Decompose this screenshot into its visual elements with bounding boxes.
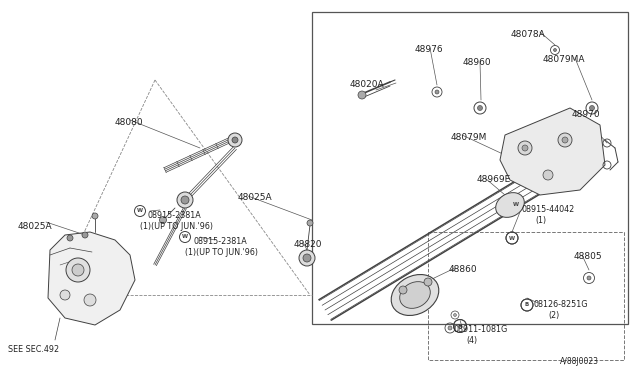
Circle shape <box>177 192 193 208</box>
Text: W: W <box>137 208 143 214</box>
Circle shape <box>72 264 84 276</box>
Circle shape <box>399 286 407 294</box>
Text: 08915-2381A: 08915-2381A <box>193 237 247 246</box>
Text: 48820: 48820 <box>294 240 323 249</box>
Text: 08911-1081G: 08911-1081G <box>453 325 508 334</box>
Circle shape <box>358 91 366 99</box>
Circle shape <box>307 220 313 226</box>
Text: (2): (2) <box>548 311 559 320</box>
Ellipse shape <box>400 282 430 308</box>
Text: W: W <box>182 234 188 240</box>
Text: A/88J0023: A/88J0023 <box>560 357 599 366</box>
Circle shape <box>66 258 90 282</box>
Circle shape <box>448 326 452 330</box>
Circle shape <box>454 314 456 317</box>
Circle shape <box>522 145 528 151</box>
Circle shape <box>84 294 96 306</box>
Circle shape <box>181 196 189 204</box>
Text: SEE SEC.492: SEE SEC.492 <box>8 345 59 354</box>
Circle shape <box>299 250 315 266</box>
Text: N: N <box>458 324 462 328</box>
Text: (1)(UP TO JUN.'96): (1)(UP TO JUN.'96) <box>140 222 213 231</box>
Circle shape <box>587 276 591 280</box>
Text: (1)(UP TO JUN.'96): (1)(UP TO JUN.'96) <box>185 248 258 257</box>
Ellipse shape <box>496 193 524 217</box>
Circle shape <box>558 133 572 147</box>
Circle shape <box>543 170 553 180</box>
Text: W: W <box>509 235 515 241</box>
Circle shape <box>60 290 70 300</box>
Text: 08915-2381A: 08915-2381A <box>148 211 202 220</box>
Polygon shape <box>48 232 135 325</box>
Circle shape <box>589 106 595 110</box>
Text: 48025A: 48025A <box>238 193 273 202</box>
Bar <box>312 12 628 324</box>
Text: W: W <box>513 202 519 208</box>
Text: 48079MA: 48079MA <box>543 55 586 64</box>
Text: 48078A: 48078A <box>511 30 546 39</box>
Text: 48860: 48860 <box>449 265 477 274</box>
Circle shape <box>518 141 532 155</box>
Polygon shape <box>500 108 605 195</box>
Text: 08915-44042: 08915-44042 <box>521 205 574 214</box>
Ellipse shape <box>391 275 439 315</box>
Text: 48960: 48960 <box>463 58 492 67</box>
Circle shape <box>159 217 166 224</box>
Circle shape <box>435 90 439 94</box>
Circle shape <box>92 213 98 219</box>
Text: 48080: 48080 <box>115 118 143 127</box>
Text: B: B <box>525 302 529 308</box>
Circle shape <box>82 232 88 238</box>
Circle shape <box>67 235 73 241</box>
Text: 08126-8251G: 08126-8251G <box>534 300 589 309</box>
Text: 48025A: 48025A <box>18 222 52 231</box>
Text: 48976: 48976 <box>415 45 444 54</box>
Text: (1): (1) <box>535 216 546 225</box>
Text: 48969E: 48969E <box>477 175 511 184</box>
Text: 48805: 48805 <box>574 252 603 261</box>
Text: 48020A: 48020A <box>350 80 385 89</box>
Circle shape <box>562 137 568 143</box>
Text: 48970: 48970 <box>572 110 600 119</box>
Text: (4): (4) <box>466 336 477 345</box>
Circle shape <box>424 278 432 286</box>
Circle shape <box>232 137 238 143</box>
Circle shape <box>554 48 557 51</box>
Text: 48079M: 48079M <box>451 133 488 142</box>
Circle shape <box>303 254 311 262</box>
Circle shape <box>477 106 483 110</box>
Circle shape <box>228 133 242 147</box>
